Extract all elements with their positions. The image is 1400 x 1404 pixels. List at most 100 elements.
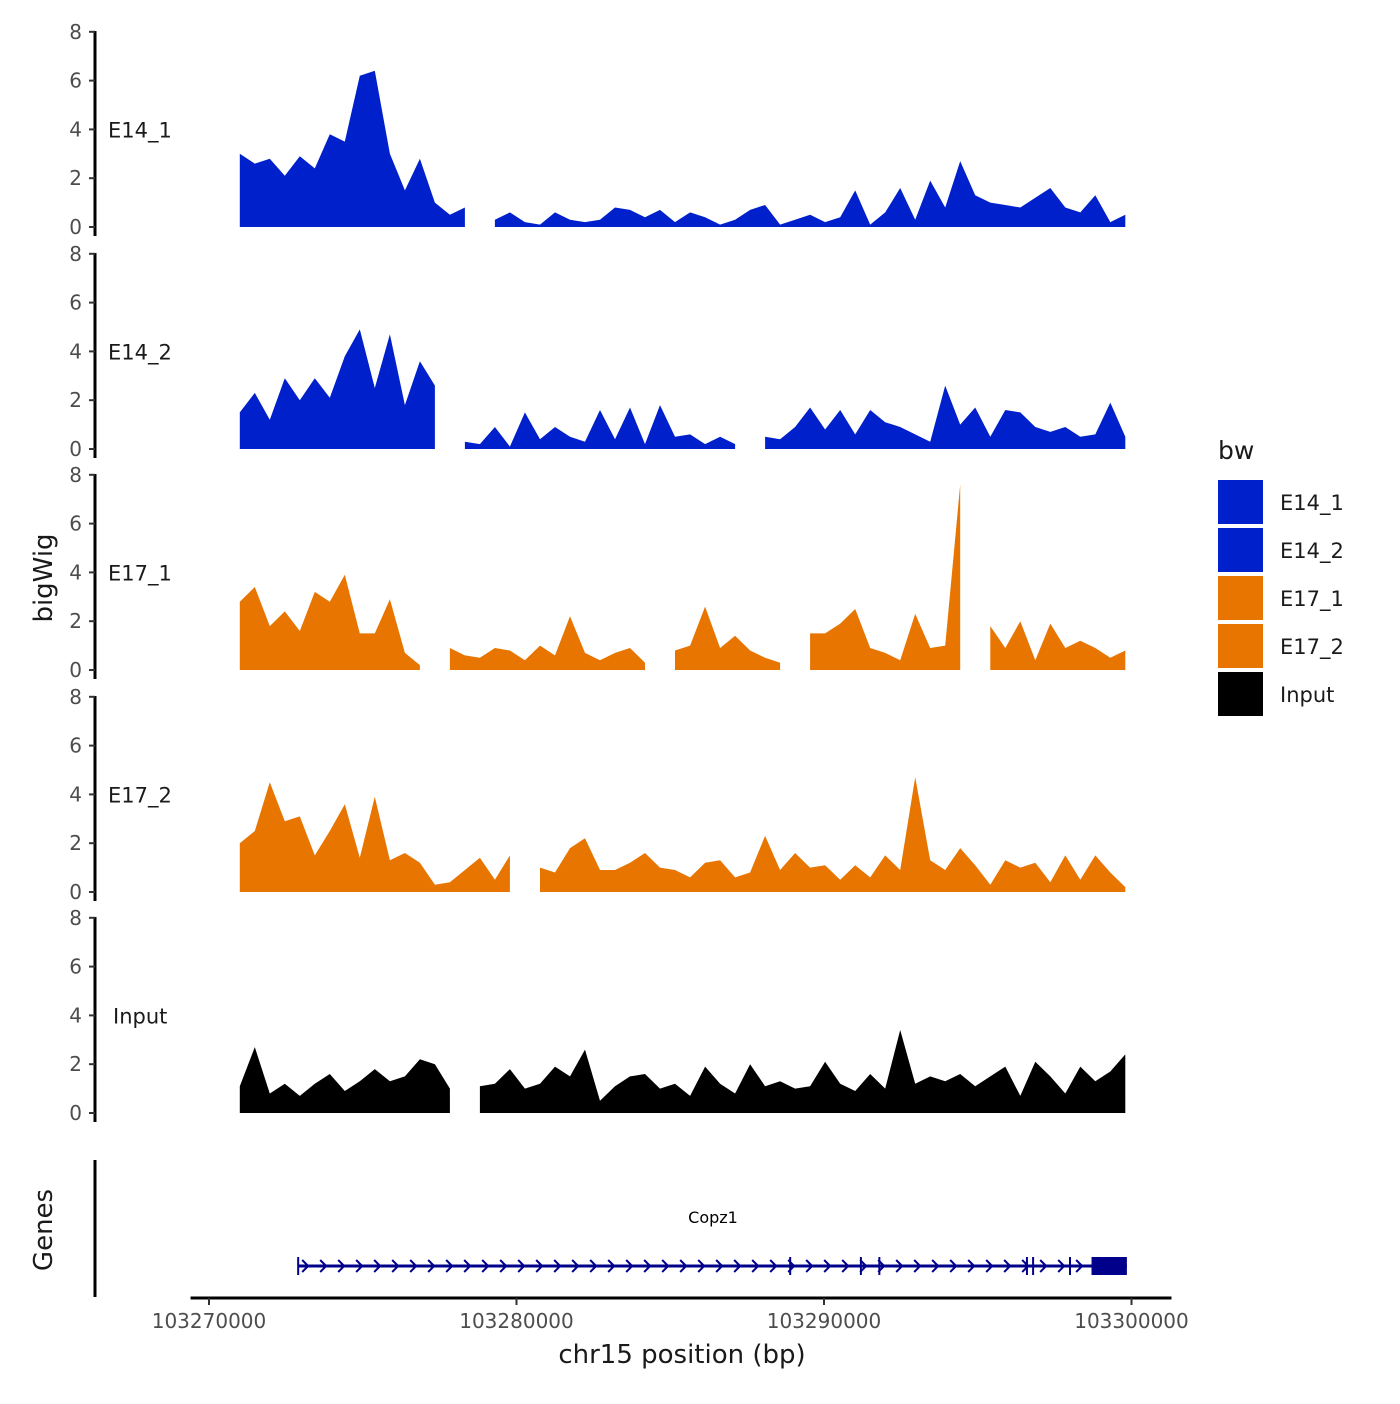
legend-title: bw [1218, 436, 1254, 465]
track-label: E14_1 [108, 118, 172, 143]
gene-label: Copz1 [688, 1208, 738, 1227]
legend-label: E14_1 [1280, 491, 1344, 516]
strand-arrow-icon [319, 1259, 328, 1273]
strand-arrow-icon [679, 1259, 688, 1273]
strand-arrow-icon [841, 1259, 850, 1273]
strand-arrow-icon [643, 1259, 652, 1273]
track-label: E17_1 [108, 561, 172, 586]
track-E17_2: 0 2 4 6 8 E17_2 [69, 685, 1126, 904]
strand-arrow-icon [607, 1259, 616, 1273]
genes-axis-title: Genes [29, 1189, 59, 1271]
legend-swatch [1218, 672, 1263, 716]
x-tick-label: 103290000 [767, 1309, 882, 1333]
y-tick-label: 4 [69, 782, 82, 806]
y-tick-label: 0 [69, 437, 82, 461]
strand-arrow-icon [589, 1259, 598, 1273]
strand-arrow-icon [733, 1259, 742, 1273]
y-tick-label: 6 [69, 69, 82, 93]
strand-arrow-icon [301, 1259, 310, 1273]
legend-swatch [1218, 480, 1263, 524]
strand-arrow-icon [337, 1259, 346, 1273]
y-tick-label: 8 [69, 20, 82, 44]
strand-arrow-icon [1075, 1259, 1084, 1273]
y-tick-label: 4 [69, 560, 82, 584]
y-tick-label: 8 [69, 463, 82, 487]
legend-label: Input [1280, 683, 1334, 707]
strand-arrow-icon [517, 1259, 526, 1273]
y-tick-label: 6 [69, 512, 82, 536]
signal-area [239, 1047, 450, 1113]
y-tick-label: 0 [69, 658, 82, 682]
signal-area [810, 484, 961, 670]
strand-arrow-icon [427, 1259, 436, 1273]
strand-arrow-icon [463, 1259, 472, 1273]
strand-arrow-icon [571, 1259, 580, 1273]
legend-swatch [1218, 624, 1263, 668]
signal-area [675, 606, 781, 670]
legend-item-E17_2: E17_2 [1218, 624, 1344, 668]
y-tick-label: 2 [69, 388, 82, 412]
track-label: E14_2 [108, 340, 172, 365]
x-axis-title: chr15 position (bp) [558, 1340, 805, 1370]
strand-arrow-icon [625, 1259, 634, 1273]
y-tick-label: 0 [69, 1101, 82, 1125]
legend-item-E14_1: E14_1 [1218, 480, 1344, 524]
gene-exon-block [1091, 1257, 1127, 1275]
signal-area [540, 777, 1126, 892]
y-tick-label: 2 [69, 609, 82, 633]
signal-area [464, 405, 736, 449]
strand-arrow-icon [931, 1259, 940, 1273]
signal-area [479, 1030, 1126, 1113]
strand-arrow-icon [535, 1259, 544, 1273]
y-axis-title: bigWig [29, 533, 59, 622]
x-tick-label: 103270000 [152, 1309, 267, 1333]
y-tick-label: 4 [69, 339, 82, 363]
y-tick-label: 4 [69, 1003, 82, 1027]
y-tick-label: 8 [69, 906, 82, 930]
strand-arrow-icon [391, 1259, 400, 1273]
strand-arrow-icon [913, 1259, 922, 1273]
signal-area [239, 782, 510, 892]
x-tick-label: 103280000 [459, 1309, 574, 1333]
strand-arrow-icon [553, 1259, 562, 1273]
strand-arrow-icon [859, 1259, 868, 1273]
y-tick-label: 0 [69, 880, 82, 904]
y-tick-label: 2 [69, 1052, 82, 1076]
y-tick-label: 2 [69, 831, 82, 855]
y-tick-label: 8 [69, 685, 82, 709]
legend-label: E17_2 [1280, 635, 1344, 660]
signal-area [449, 616, 645, 670]
y-tick-label: 6 [69, 734, 82, 758]
strand-arrow-icon [499, 1259, 508, 1273]
strand-arrow-icon [445, 1259, 454, 1273]
signal-area [239, 329, 435, 449]
track-E14_2: 0 2 4 6 8 E14_2 [69, 242, 1126, 461]
strand-arrow-icon [373, 1259, 382, 1273]
legend-label: E14_2 [1280, 539, 1344, 564]
track-label: Input [113, 1004, 167, 1028]
strand-arrow-icon [697, 1259, 706, 1273]
track-Input: 0 2 4 6 8 Input [69, 906, 1126, 1125]
signal-area [239, 574, 420, 670]
y-tick-label: 4 [69, 117, 82, 141]
legend-item-E14_2: E14_2 [1218, 528, 1344, 572]
x-tick-label: 103300000 [1074, 1309, 1189, 1333]
strand-arrow-icon [661, 1259, 670, 1273]
legend-item-Input: Input [1218, 672, 1334, 716]
strand-arrow-icon [805, 1259, 814, 1273]
strand-arrow-icon [1003, 1259, 1012, 1273]
legend-swatch [1218, 528, 1263, 572]
strand-arrow-icon [715, 1259, 724, 1273]
track-E14_1: 0 2 4 6 8 E14_1 [69, 20, 1126, 239]
strand-arrow-icon [1057, 1259, 1066, 1273]
signal-area [494, 161, 1126, 227]
strand-arrow-icon [949, 1259, 958, 1273]
strand-arrow-icon [1021, 1259, 1030, 1273]
strand-arrow-icon [895, 1259, 904, 1273]
legend-label: E17_1 [1280, 587, 1344, 612]
strand-arrow-icon [481, 1259, 490, 1273]
y-tick-label: 6 [69, 955, 82, 979]
strand-arrow-icon [355, 1259, 364, 1273]
strand-arrow-icon [967, 1259, 976, 1273]
